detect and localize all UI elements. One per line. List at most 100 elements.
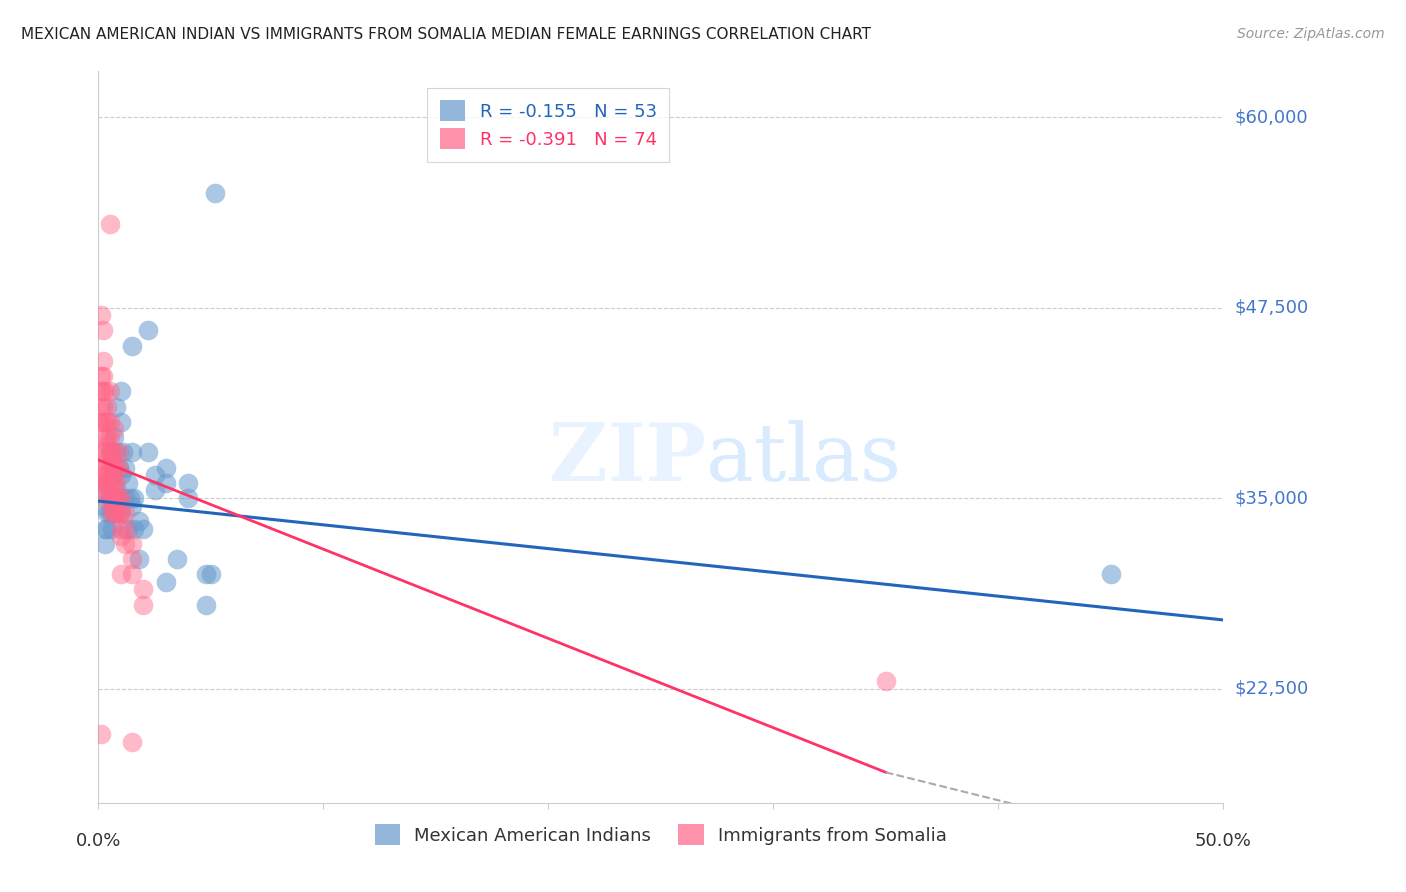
Point	[91, 475, 114, 490]
Point	[121, 537, 143, 551]
Point	[96, 475, 118, 490]
Point	[96, 506, 118, 520]
Point	[103, 422, 125, 436]
Point	[1099, 567, 1122, 582]
Point	[96, 475, 118, 490]
Point	[94, 483, 117, 498]
Point	[121, 339, 143, 353]
Point	[121, 735, 143, 749]
Point	[91, 445, 114, 459]
Point	[121, 552, 143, 566]
Point	[105, 491, 128, 505]
Point	[117, 475, 139, 490]
Point	[98, 445, 121, 459]
Point	[103, 506, 125, 520]
Point	[90, 308, 112, 322]
Point	[101, 445, 124, 459]
Point	[195, 567, 218, 582]
Point	[875, 673, 897, 688]
Point	[90, 400, 112, 414]
Point	[90, 369, 112, 384]
Point	[90, 415, 112, 429]
Point	[94, 415, 117, 429]
Point	[101, 521, 124, 535]
Point	[91, 468, 114, 483]
Point	[114, 491, 136, 505]
Point	[94, 384, 117, 399]
Point	[98, 506, 121, 520]
Text: 0.0%: 0.0%	[76, 832, 121, 850]
Point	[124, 491, 146, 505]
Point	[110, 468, 132, 483]
Point	[105, 475, 128, 490]
Point	[96, 453, 118, 467]
Point	[114, 506, 136, 520]
Point	[98, 445, 121, 459]
Point	[94, 537, 117, 551]
Point	[155, 574, 177, 589]
Point	[105, 400, 128, 414]
Point	[105, 460, 128, 475]
Point	[103, 506, 125, 520]
Point	[177, 491, 200, 505]
Point	[101, 499, 124, 513]
Point	[91, 400, 114, 414]
Legend: Mexican American Indians, Immigrants from Somalia: Mexican American Indians, Immigrants fro…	[367, 817, 955, 852]
Point	[98, 217, 121, 231]
Point	[200, 567, 222, 582]
Point	[91, 369, 114, 384]
Text: $47,500: $47,500	[1234, 299, 1309, 317]
Point	[103, 491, 125, 505]
Point	[110, 567, 132, 582]
Point	[96, 415, 118, 429]
Point	[121, 499, 143, 513]
Point	[110, 529, 132, 543]
Point	[121, 445, 143, 459]
Point	[94, 460, 117, 475]
Point	[110, 521, 132, 535]
Point	[107, 491, 129, 505]
Point	[143, 468, 166, 483]
Point	[103, 491, 125, 505]
Point	[155, 475, 177, 490]
Point	[94, 521, 117, 535]
Point	[94, 430, 117, 444]
Point	[90, 727, 112, 741]
Point	[114, 460, 136, 475]
Point	[101, 491, 124, 505]
Point	[121, 567, 143, 582]
Point	[114, 537, 136, 551]
Point	[103, 475, 125, 490]
Point	[110, 491, 132, 505]
Point	[90, 384, 112, 399]
Point	[105, 483, 128, 498]
Point	[136, 445, 159, 459]
Point	[96, 430, 118, 444]
Point	[98, 430, 121, 444]
Point	[91, 460, 114, 475]
Point	[112, 445, 135, 459]
Point	[98, 415, 121, 429]
Point	[98, 491, 121, 505]
Point	[117, 521, 139, 535]
Point	[155, 460, 177, 475]
Point	[91, 323, 114, 337]
Point	[98, 384, 121, 399]
Point	[118, 491, 141, 505]
Text: MEXICAN AMERICAN INDIAN VS IMMIGRANTS FROM SOMALIA MEDIAN FEMALE EARNINGS CORREL: MEXICAN AMERICAN INDIAN VS IMMIGRANTS FR…	[21, 27, 872, 42]
Text: $35,000: $35,000	[1234, 489, 1309, 507]
Point	[94, 468, 117, 483]
Point	[177, 475, 200, 490]
Point	[132, 598, 155, 612]
Point	[94, 445, 117, 459]
Text: atlas: atlas	[706, 420, 901, 498]
Point	[128, 514, 150, 528]
Point	[132, 582, 155, 597]
Point	[91, 384, 114, 399]
Point	[128, 552, 150, 566]
Point	[110, 506, 132, 520]
Point	[105, 506, 128, 520]
Point	[204, 186, 226, 201]
Point	[96, 521, 118, 535]
Text: $60,000: $60,000	[1234, 108, 1308, 126]
